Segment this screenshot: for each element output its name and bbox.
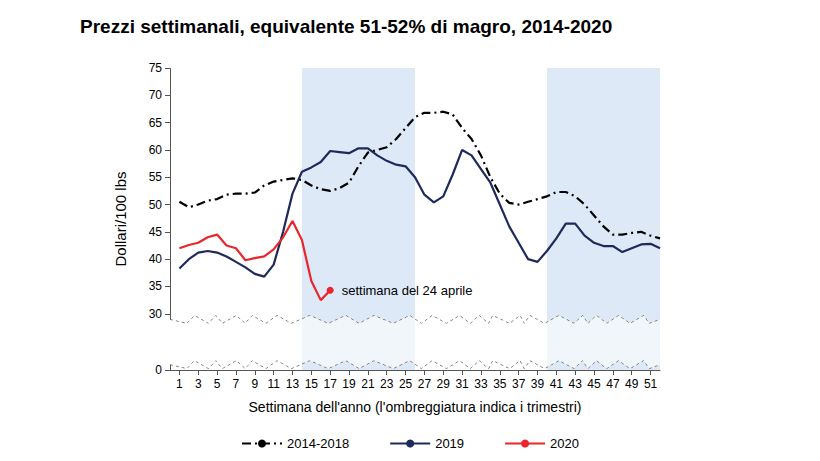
svg-text:15: 15 bbox=[305, 377, 319, 391]
svg-text:31: 31 bbox=[455, 377, 469, 391]
svg-text:30: 30 bbox=[149, 307, 163, 321]
svg-text:2020: 2020 bbox=[550, 436, 579, 451]
svg-text:23: 23 bbox=[380, 377, 394, 391]
svg-text:Settimana dell'anno (l'ombregg: Settimana dell'anno (l'ombreggiatura ind… bbox=[249, 399, 582, 415]
svg-text:9: 9 bbox=[251, 377, 258, 391]
svg-text:settimana del 24 aprile: settimana del 24 aprile bbox=[342, 283, 473, 298]
svg-text:5: 5 bbox=[214, 377, 221, 391]
svg-text:1: 1 bbox=[176, 377, 183, 391]
svg-text:33: 33 bbox=[474, 377, 488, 391]
svg-text:50: 50 bbox=[149, 198, 163, 212]
svg-text:21: 21 bbox=[361, 377, 375, 391]
svg-text:65: 65 bbox=[149, 116, 163, 130]
svg-text:2014-2018: 2014-2018 bbox=[287, 436, 349, 451]
svg-text:17: 17 bbox=[324, 377, 338, 391]
svg-text:13: 13 bbox=[286, 377, 300, 391]
svg-text:2019: 2019 bbox=[435, 436, 464, 451]
svg-text:45: 45 bbox=[149, 225, 163, 239]
svg-text:19: 19 bbox=[342, 377, 356, 391]
svg-text:25: 25 bbox=[399, 377, 413, 391]
svg-text:43: 43 bbox=[569, 377, 583, 391]
svg-text:0: 0 bbox=[155, 363, 162, 377]
svg-text:49: 49 bbox=[625, 377, 639, 391]
svg-text:Dollari/100 lbs: Dollari/100 lbs bbox=[112, 171, 129, 266]
svg-text:40: 40 bbox=[149, 252, 163, 266]
svg-text:3: 3 bbox=[195, 377, 202, 391]
svg-text:11: 11 bbox=[267, 377, 280, 391]
svg-text:41: 41 bbox=[550, 377, 564, 391]
svg-text:39: 39 bbox=[531, 377, 545, 391]
svg-text:51: 51 bbox=[644, 377, 658, 391]
svg-text:29: 29 bbox=[437, 377, 451, 391]
svg-text:55: 55 bbox=[149, 170, 163, 184]
svg-text:75: 75 bbox=[149, 61, 163, 75]
svg-text:60: 60 bbox=[149, 143, 163, 157]
svg-text:70: 70 bbox=[149, 88, 163, 102]
svg-text:35: 35 bbox=[149, 279, 163, 293]
svg-text:47: 47 bbox=[606, 377, 620, 391]
svg-text:45: 45 bbox=[587, 377, 601, 391]
svg-text:27: 27 bbox=[418, 377, 432, 391]
svg-text:37: 37 bbox=[512, 377, 526, 391]
svg-text:35: 35 bbox=[493, 377, 507, 391]
svg-text:7: 7 bbox=[233, 377, 240, 391]
svg-text:Prezzi settimanali, equivalent: Prezzi settimanali, equivalente 51-52% d… bbox=[80, 16, 612, 37]
